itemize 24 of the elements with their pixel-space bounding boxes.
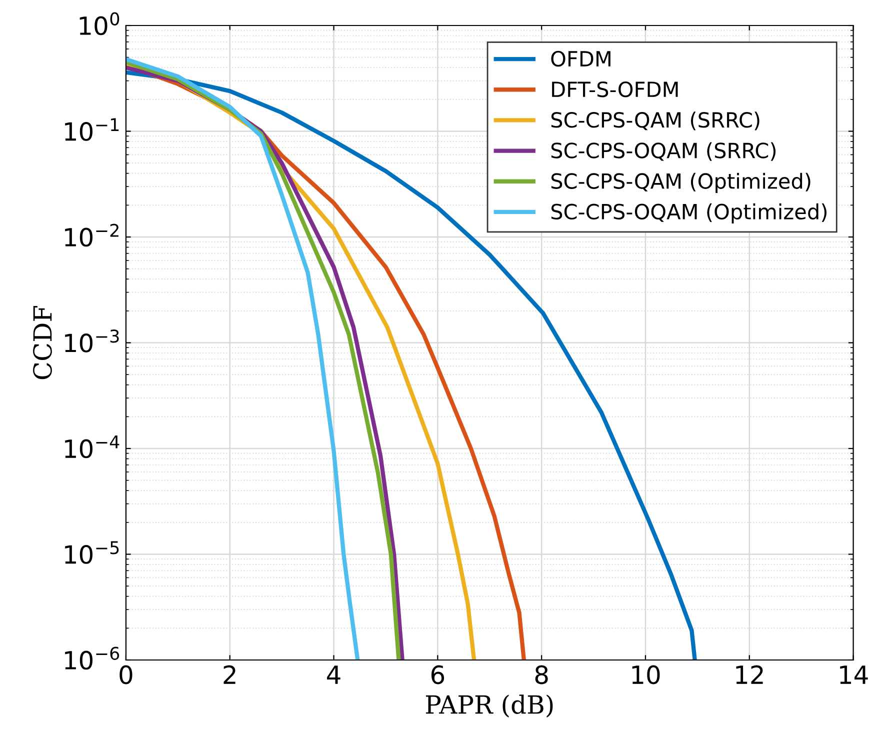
x-tick-label: 8 xyxy=(535,665,548,684)
x-tick-label: 0 xyxy=(120,665,132,684)
legend-label: OFDM xyxy=(551,50,610,67)
x-tick-label: 10 xyxy=(632,665,660,684)
legend-label: SC-CPS-OQAM (Optimized) xyxy=(551,203,826,224)
legend-label: SC-CPS-OQAM (SRRC) xyxy=(551,142,776,161)
y-axis-title: CCDF xyxy=(33,306,52,380)
y-tick-label: 10$^{−3}$ xyxy=(65,330,119,352)
x-tick-label: 4 xyxy=(327,666,340,684)
x-axis-title: PAPR (dB) xyxy=(426,694,553,718)
y-tick-label: 10$^{−1}$ xyxy=(65,118,119,141)
y-tick-label: 10$^{0}$ xyxy=(80,12,120,36)
y-tick-label: 10$^{−4}$ xyxy=(65,436,120,458)
y-tick-label: 10$^{−5}$ xyxy=(65,541,119,564)
x-tick-label: 14 xyxy=(840,666,868,684)
legend-label: SC-CPS-QAM (SRRC) xyxy=(551,112,760,130)
line-series xyxy=(126,57,360,660)
legend-label: SC-CPS-QAM (Optimized) xyxy=(551,172,810,193)
x-tick-label: 2 xyxy=(224,665,236,684)
y-tick-label: 10$^{−2}$ xyxy=(65,224,118,247)
legend-label: DFT-S-OFDM xyxy=(552,81,678,98)
x-tick-label: 12 xyxy=(736,665,763,684)
y-tick-label: 10$^{−6}$ xyxy=(65,646,120,670)
x-tick-label: 6 xyxy=(431,665,444,684)
